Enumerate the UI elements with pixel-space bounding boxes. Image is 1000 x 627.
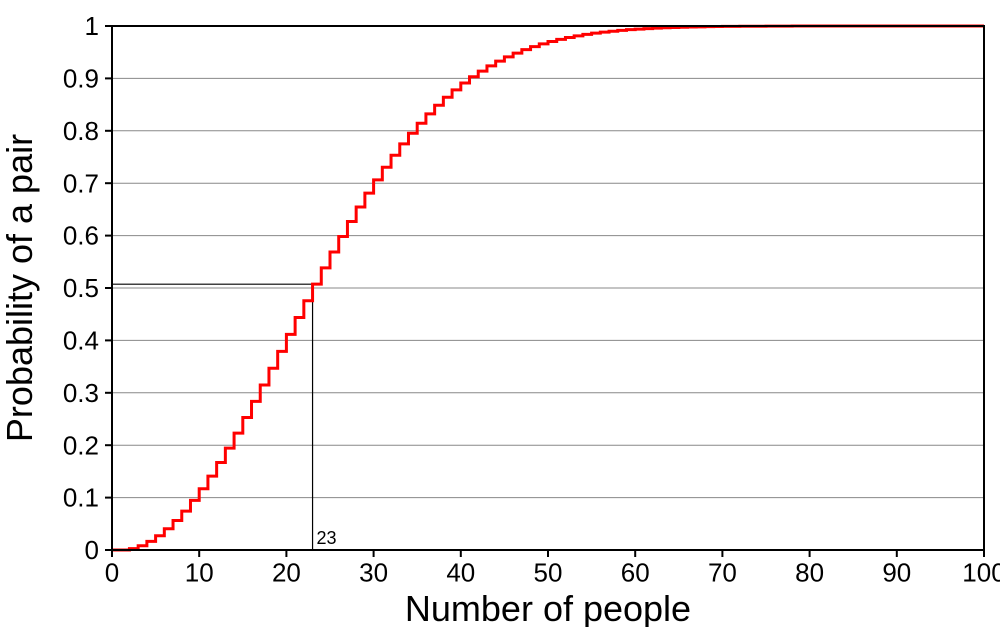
y-tick-label: 0 (85, 535, 99, 565)
x-axis-label: Number of people (405, 588, 691, 627)
x-tick-label: 0 (105, 558, 119, 588)
x-tick-label: 100 (962, 558, 1000, 588)
y-tick-label: 0.8 (63, 116, 99, 146)
y-tick-label: 0.1 (63, 483, 99, 513)
x-tick-label: 60 (621, 558, 650, 588)
y-tick-label: 1 (85, 11, 99, 41)
x-tick-label: 30 (359, 558, 388, 588)
y-tick-label: 0.3 (63, 378, 99, 408)
y-tick-label: 0.2 (63, 430, 99, 460)
x-tick-label: 80 (795, 558, 824, 588)
x-tick-label: 20 (272, 558, 301, 588)
x-tick-label: 90 (882, 558, 911, 588)
y-axis-label: Probability of a pair (0, 134, 40, 442)
birthday-paradox-chart: 0 10 20 30 40 50 60 70 80 90 100 0 0.1 0.2 0.3 0.4 0.5 0.… (0, 0, 1000, 627)
x-tick-label: 40 (446, 558, 475, 588)
chart-container: 0 10 20 30 40 50 60 70 80 90 100 0 0.1 0.2 0.3 0.4 0.5 0.… (0, 0, 1000, 627)
y-tick-label: 0.9 (63, 64, 99, 94)
x-tick-label: 70 (708, 558, 737, 588)
x-tick-label: 50 (534, 558, 563, 588)
annotation-label: 23 (317, 528, 337, 548)
y-tick-label: 0.6 (63, 221, 99, 251)
y-tick-label: 0.5 (63, 273, 99, 303)
x-tick-label: 10 (185, 558, 214, 588)
y-tick-label: 0.4 (63, 326, 99, 356)
y-tick-label: 0.7 (63, 168, 99, 198)
